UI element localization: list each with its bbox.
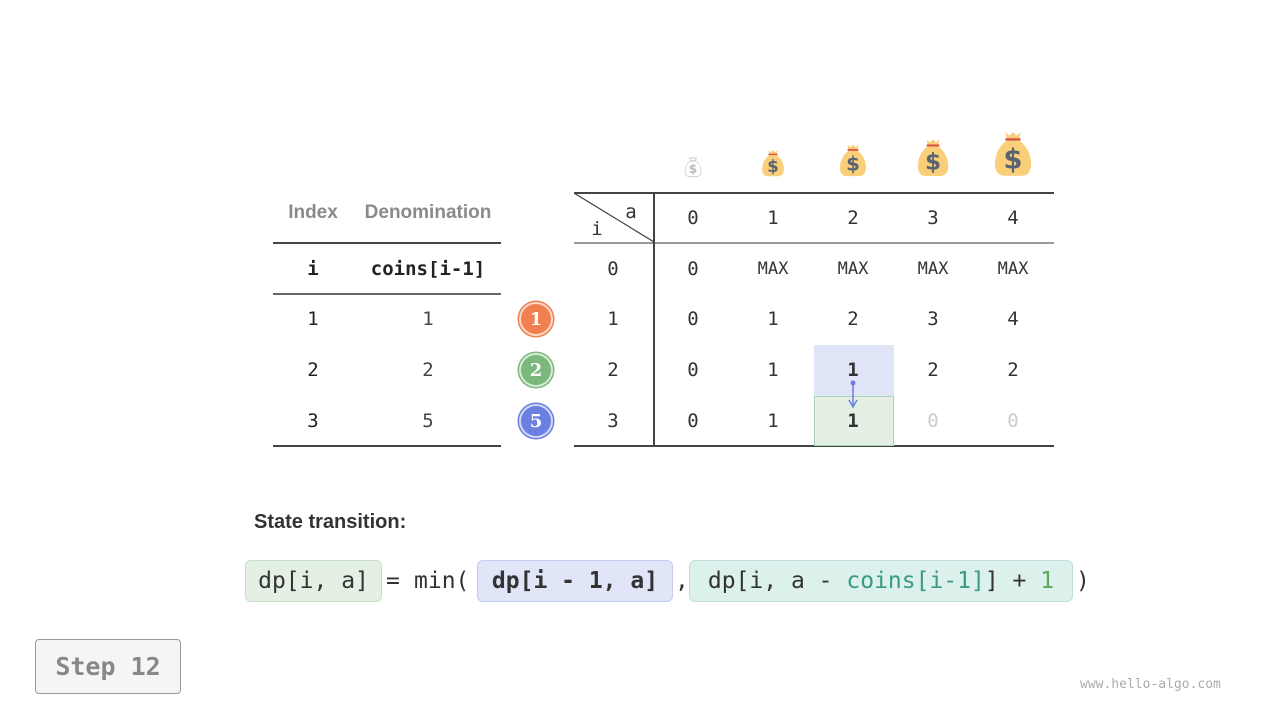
formula-min: min( [414, 568, 470, 594]
coin-badge-label: 5 [529, 410, 543, 432]
dp-cell: MAX [757, 259, 789, 279]
cell-index: 3 [307, 410, 319, 432]
column-divider [653, 192, 655, 446]
svg-text:$: $ [767, 157, 778, 176]
cell-index: 1 [307, 308, 319, 330]
svg-text:$: $ [689, 162, 697, 176]
corner-a: a [625, 201, 637, 223]
dp-cell: 4 [1007, 308, 1019, 330]
formula-term2: dp[i, a - coins[i-1]] + 1 [689, 560, 1073, 602]
corner-i: i [591, 218, 603, 240]
svg-text:$: $ [846, 153, 860, 176]
term2-coins: coins[i-1] [846, 568, 985, 594]
dp-cell: 0 [687, 359, 699, 381]
coin-badge: 2 [519, 353, 553, 387]
coin-badge-label: 2 [529, 359, 543, 381]
divider [273, 242, 501, 244]
header-index: Index [288, 202, 338, 223]
formula-lhs: dp[i, a] [245, 560, 382, 602]
dp-cell: 0 [687, 308, 699, 330]
row-header: 2 [607, 359, 619, 381]
row-header: 0 [607, 258, 619, 280]
formula-term1: dp[i - 1, a] [477, 560, 673, 602]
cell-denomination: 1 [422, 308, 434, 330]
divider [273, 445, 501, 447]
highlight-source-cell [814, 345, 894, 396]
term2-b: ] + [984, 568, 1041, 594]
dp-cell: 0 [687, 410, 699, 432]
dp-cell: 1 [767, 308, 779, 330]
dp-cell: 3 [927, 308, 939, 330]
arrow-down-icon [848, 380, 858, 409]
subheader-coins: coins[i-1] [370, 258, 486, 280]
coin-badge: 5 [519, 404, 553, 438]
dp-cell: 2 [1007, 359, 1019, 381]
dp-cell: 1 [847, 410, 859, 432]
formula-eq: = [386, 568, 400, 594]
header-divider [574, 242, 1054, 244]
dp-cell: 1 [767, 359, 779, 381]
dp-cell: MAX [837, 259, 869, 279]
watermark: www.hello-algo.com [1080, 677, 1221, 692]
coin-badge-label: 1 [529, 308, 543, 330]
money-bag-icon: $ [917, 139, 949, 176]
col-header: 2 [847, 207, 859, 229]
cell-denomination: 2 [422, 359, 434, 381]
term2-one: 1 [1040, 568, 1055, 594]
dp-cell: 0 [1007, 410, 1019, 432]
table-top-border [574, 192, 1054, 194]
cell-index: 2 [307, 359, 319, 381]
coin-badge: 1 [519, 302, 553, 336]
dp-cell: 1 [767, 410, 779, 432]
svg-text:$: $ [925, 150, 941, 176]
money-bag-icon: $ [839, 144, 867, 177]
formula-close: ) [1076, 568, 1090, 594]
col-header: 1 [767, 207, 779, 229]
money-bag-icon: $ [762, 150, 784, 177]
dp-cell: MAX [997, 259, 1029, 279]
formula-comma: , [675, 568, 689, 594]
step-button[interactable]: Step 12 [35, 639, 181, 694]
header-denomination: Denomination [364, 202, 492, 223]
money-bag-icon: $ [684, 156, 702, 177]
dp-cell: 2 [927, 359, 939, 381]
term2-a: dp[i, a - [707, 568, 847, 594]
col-header: 4 [1007, 207, 1019, 229]
col-header: 0 [687, 207, 699, 229]
row-header: 1 [607, 308, 619, 330]
col-header: 3 [927, 207, 939, 229]
cell-denomination: 5 [422, 410, 434, 432]
dp-cell: 2 [847, 308, 859, 330]
dp-cell: MAX [917, 259, 949, 279]
row-header: 3 [607, 410, 619, 432]
dp-cell: 0 [927, 410, 939, 432]
corner-diagonal [574, 192, 654, 243]
subheader-i: i [307, 258, 319, 280]
dp-cell: 0 [687, 258, 699, 280]
svg-text:$: $ [1003, 143, 1022, 175]
section-title: State transition: [254, 511, 407, 533]
dp-cell: 1 [847, 359, 859, 381]
divider [273, 293, 501, 295]
money-bag-icon: $ [994, 132, 1032, 176]
